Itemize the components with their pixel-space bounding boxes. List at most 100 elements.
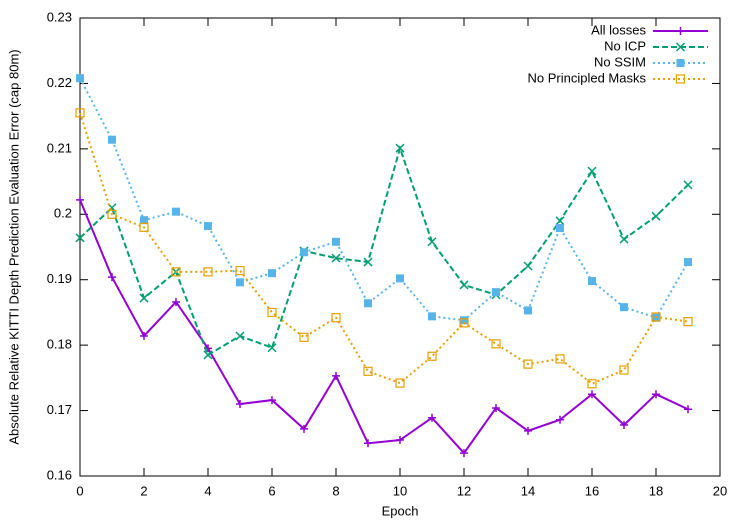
legend-marker — [676, 27, 685, 35]
data-point — [652, 390, 660, 399]
data-point — [331, 253, 341, 263]
plot-frame — [79, 17, 721, 477]
data-point — [140, 216, 148, 225]
data-point — [587, 166, 597, 176]
data-point — [171, 267, 181, 277]
x-tick-label: 2 — [140, 483, 147, 498]
x-tick-label: 20 — [713, 483, 727, 498]
data-point — [555, 216, 565, 226]
data-point — [395, 378, 405, 388]
data-point — [651, 211, 661, 221]
x-tick-label: 10 — [393, 483, 407, 498]
data-point — [556, 224, 564, 233]
data-point — [363, 257, 373, 267]
data-point — [556, 415, 564, 424]
data-point — [364, 439, 372, 448]
legend-label: No Principled Masks — [528, 70, 647, 85]
x-tick-label: 8 — [332, 483, 339, 498]
y-tick-label: 0.16 — [47, 467, 72, 482]
legend-label: All losses — [591, 22, 646, 37]
y-tick-label: 0.18 — [47, 337, 72, 352]
data-point — [555, 354, 565, 364]
legend-label: No ICP — [604, 38, 646, 53]
data-point — [300, 424, 308, 433]
data-point — [172, 297, 180, 306]
data-point — [139, 222, 149, 232]
x-tick-label: 0 — [76, 483, 83, 498]
data-point — [267, 307, 277, 318]
x-axis-label: Epoch — [382, 503, 419, 518]
data-point — [203, 350, 213, 360]
data-point — [396, 274, 404, 283]
x-tick-label: 18 — [649, 483, 663, 498]
data-point — [363, 366, 373, 376]
data-point — [332, 237, 340, 246]
data-point — [267, 343, 277, 353]
data-point — [460, 316, 468, 325]
data-point — [364, 299, 372, 308]
data-point — [491, 339, 501, 349]
data-point — [172, 207, 180, 216]
data-point — [524, 426, 532, 435]
data-point — [76, 195, 84, 204]
data-point — [524, 306, 532, 315]
x-tick-label: 14 — [521, 483, 535, 498]
data-point — [331, 313, 341, 323]
data-point — [268, 269, 276, 278]
data-point — [459, 280, 469, 290]
y-tick-label: 0.2 — [54, 206, 72, 221]
data-point — [108, 135, 116, 144]
data-point — [684, 258, 692, 267]
x-tick-label: 16 — [585, 483, 599, 498]
y-tick-label: 0.19 — [47, 271, 72, 286]
y-tick-label: 0.23 — [47, 9, 72, 24]
legend-marker — [675, 42, 686, 52]
data-point — [76, 74, 84, 83]
data-point — [523, 261, 533, 271]
data-point — [139, 293, 149, 303]
data-point — [651, 312, 661, 322]
data-point — [588, 277, 596, 286]
data-point — [588, 390, 596, 399]
data-point — [620, 303, 628, 312]
data-point — [203, 267, 213, 277]
data-point — [492, 288, 500, 297]
data-point — [587, 379, 597, 389]
y-tick-label: 0.22 — [47, 75, 72, 90]
data-point — [268, 396, 276, 405]
data-point — [460, 449, 468, 458]
x-tick-label: 6 — [268, 483, 275, 498]
data-point — [683, 316, 693, 327]
y-axis-label: Absolute Relative KITTI Depth Prediction… — [6, 49, 21, 444]
series-line — [79, 112, 689, 385]
data-point — [619, 234, 629, 244]
data-point — [427, 351, 437, 361]
y-tick-label: 0.17 — [47, 402, 72, 417]
data-point — [107, 209, 117, 219]
series-line — [79, 199, 689, 455]
legend-marker — [675, 74, 686, 84]
data-point — [75, 233, 85, 243]
data-point — [299, 332, 309, 342]
data-point — [492, 403, 500, 412]
data-point — [300, 248, 308, 257]
series-line — [79, 144, 689, 357]
series-line — [79, 77, 689, 322]
data-point — [108, 273, 116, 282]
data-point — [428, 413, 436, 422]
data-point — [620, 420, 628, 429]
x-tick-label: 4 — [204, 483, 211, 498]
data-point — [395, 143, 405, 153]
data-point — [619, 365, 629, 375]
data-point — [427, 237, 437, 247]
data-point — [140, 331, 148, 340]
data-point — [459, 318, 469, 328]
data-point — [683, 180, 693, 190]
data-point — [428, 312, 436, 321]
data-point — [235, 331, 245, 341]
legend-marker — [676, 59, 685, 67]
data-point — [235, 265, 245, 276]
data-point — [236, 400, 244, 409]
data-point — [523, 359, 533, 369]
